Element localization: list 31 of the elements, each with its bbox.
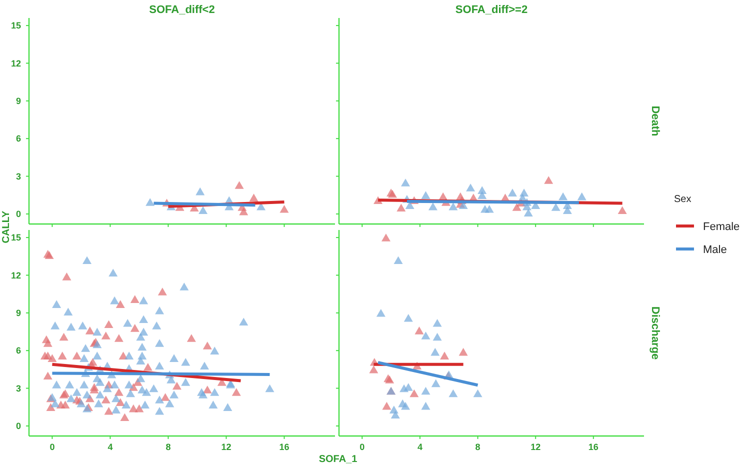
- x-tick-label: 16: [279, 442, 290, 452]
- x-tick-label: 12: [530, 442, 541, 452]
- chart-title: SOFA_diff<2: [149, 4, 215, 16]
- y-tick-label: 9: [16, 96, 21, 106]
- x-tick-label: 0: [360, 442, 365, 452]
- y-tick-label: 12: [10, 270, 21, 280]
- x-tick-label: 12: [221, 442, 232, 452]
- y2-axis-title: Death: [649, 106, 661, 137]
- x-axis-title: SOFA_1: [318, 454, 358, 464]
- chart-title: SOFA_diff>=2: [455, 4, 528, 16]
- y-tick-label: 12: [10, 58, 21, 68]
- y-tick-label: 3: [16, 171, 21, 182]
- y-axis-title: CALLY: [1, 210, 12, 244]
- x-tick-label: 8: [475, 442, 480, 452]
- y-tick-label: 15: [10, 232, 21, 243]
- x-tick-label: 4: [417, 442, 422, 452]
- y-tick-label: 0: [16, 421, 21, 432]
- legend-title: Sex: [674, 194, 692, 205]
- y2-axis-title: Discharge: [649, 306, 661, 360]
- legend-label: Male: [703, 244, 727, 256]
- y-tick-label: 0: [16, 209, 21, 220]
- y-tick-label: 9: [16, 308, 21, 318]
- y-tick-label: 3: [16, 383, 21, 394]
- x-tick-label: 16: [588, 442, 598, 452]
- y-tick-label: 6: [16, 346, 21, 356]
- y-tick-label: 15: [10, 20, 21, 31]
- x-tick-label: 8: [166, 442, 171, 452]
- legend-label: Female: [703, 220, 740, 233]
- x-tick-label: 0: [50, 442, 55, 452]
- y-tick-label: 6: [16, 134, 21, 144]
- x-tick-label: 4: [108, 442, 113, 452]
